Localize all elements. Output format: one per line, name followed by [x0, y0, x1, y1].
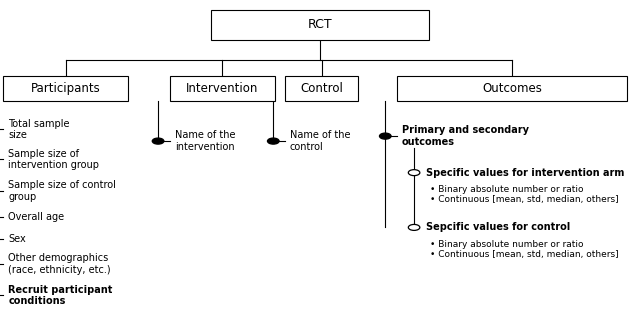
Text: Other demographics
(race, ethnicity, etc.): Other demographics (race, ethnicity, etc… [8, 253, 111, 275]
Circle shape [268, 138, 279, 144]
Text: • Binary absolute number or ratio: • Binary absolute number or ratio [430, 185, 584, 194]
Text: • Continuous [mean, std, median, others]: • Continuous [mean, std, median, others] [430, 195, 619, 205]
Text: Total sample
size: Total sample size [8, 119, 70, 140]
FancyBboxPatch shape [211, 10, 429, 40]
Text: Sample size of control
group: Sample size of control group [8, 180, 116, 202]
Text: Control: Control [300, 82, 343, 95]
FancyBboxPatch shape [3, 76, 128, 101]
Text: Overall age: Overall age [8, 212, 65, 222]
Text: • Binary absolute number or ratio: • Binary absolute number or ratio [430, 239, 584, 249]
Text: Name of the
intervention: Name of the intervention [175, 130, 236, 152]
Text: Outcomes: Outcomes [482, 82, 542, 95]
Text: Recruit participant
conditions: Recruit participant conditions [8, 285, 113, 306]
Text: Primary and secondary
outcomes: Primary and secondary outcomes [402, 125, 529, 147]
Text: • Continuous [mean, std, median, others]: • Continuous [mean, std, median, others] [430, 250, 619, 259]
Circle shape [408, 170, 420, 176]
Circle shape [380, 133, 391, 139]
Circle shape [152, 138, 164, 144]
Text: Sex: Sex [8, 234, 26, 244]
Circle shape [408, 224, 420, 230]
Text: Name of the
control: Name of the control [290, 130, 351, 152]
FancyBboxPatch shape [397, 76, 627, 101]
Text: Participants: Participants [31, 82, 100, 95]
FancyBboxPatch shape [170, 76, 275, 101]
Text: RCT: RCT [308, 18, 332, 32]
Text: Sample size of
intervention group: Sample size of intervention group [8, 148, 99, 170]
Text: Specific values for intervention arm: Specific values for intervention arm [426, 168, 624, 178]
Text: Sepcific values for control: Sepcific values for control [426, 222, 570, 232]
FancyBboxPatch shape [285, 76, 358, 101]
Text: Intervention: Intervention [186, 82, 259, 95]
